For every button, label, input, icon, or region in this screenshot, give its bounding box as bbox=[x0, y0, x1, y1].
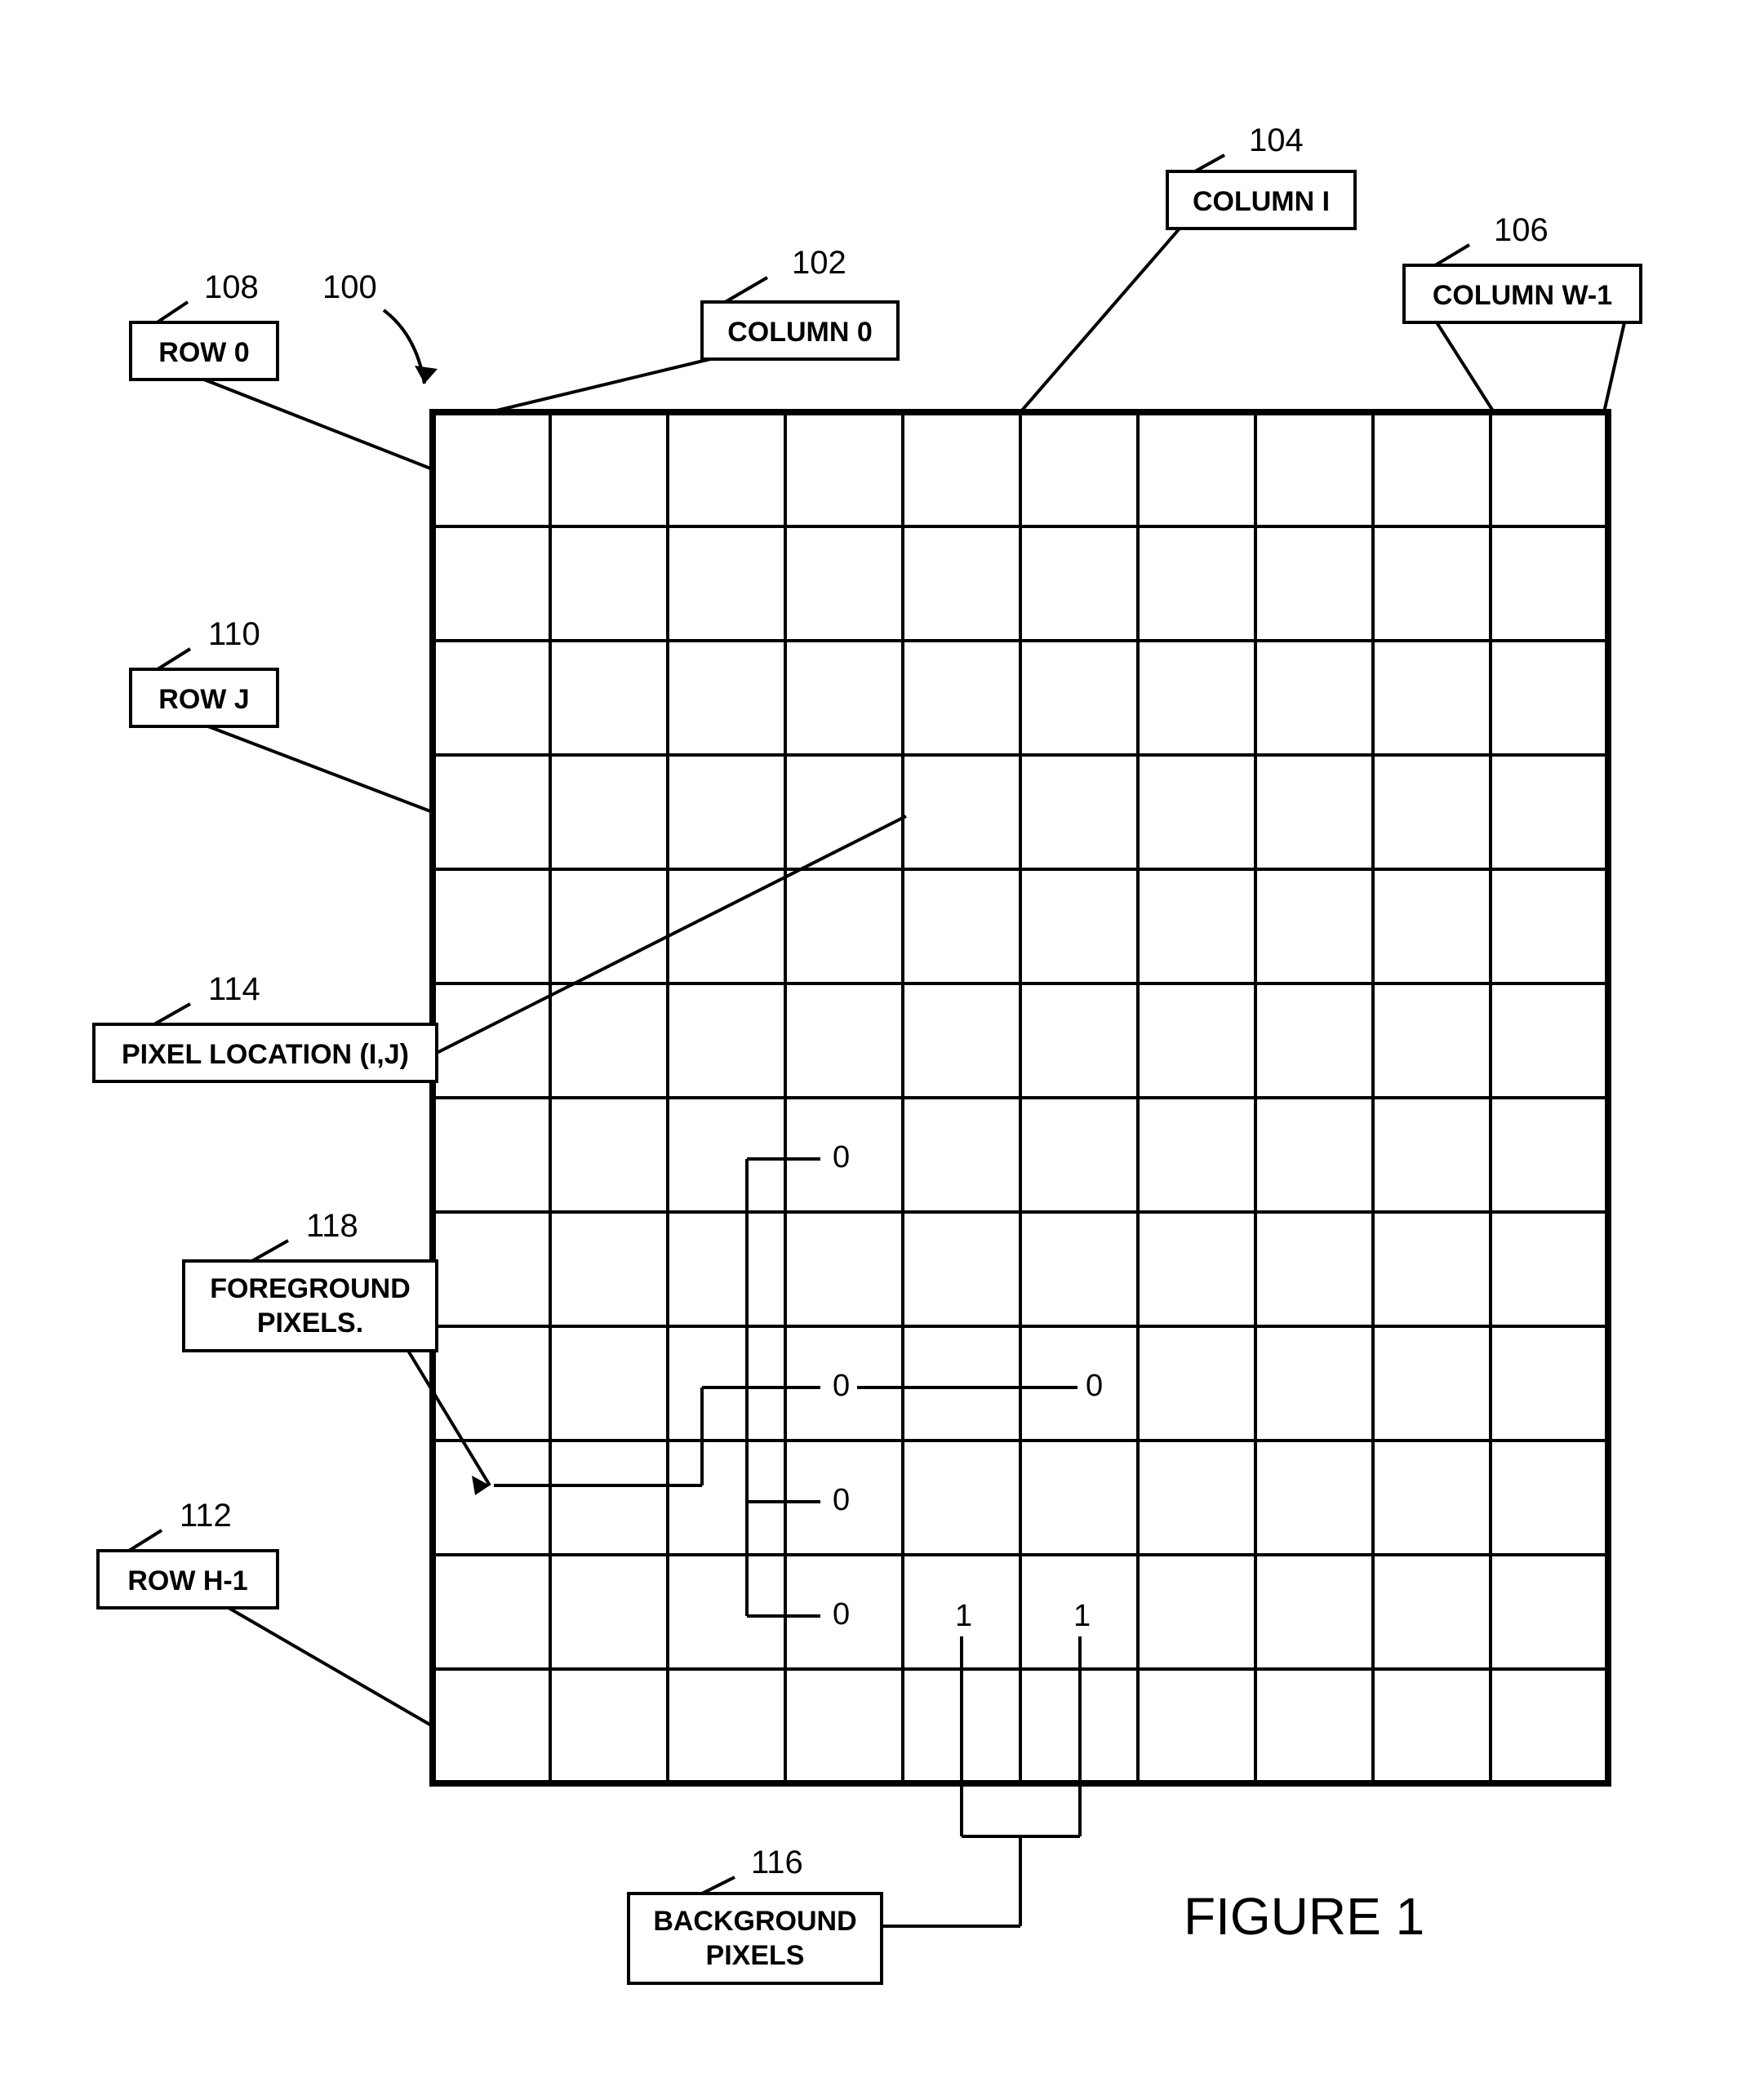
label-bg-line2: PIXELS bbox=[706, 1940, 805, 1971]
zero-0: 0 bbox=[833, 1140, 850, 1174]
ref-104: 104 bbox=[1249, 122, 1304, 158]
label-column-w1-text: COLUMN W-1 bbox=[1433, 280, 1612, 311]
ref-108: 108 bbox=[204, 269, 259, 305]
label-foreground-pixels: 118 FOREGROUND PIXELS. bbox=[184, 1208, 490, 1495]
ref-100: 100 bbox=[322, 269, 438, 384]
ref-110: 110 bbox=[208, 616, 260, 652]
zero-2: 0 bbox=[833, 1483, 850, 1517]
label-column-i: 104 COLUMN I bbox=[1020, 122, 1355, 412]
label-row-h1: 112 ROW H-1 bbox=[98, 1498, 433, 1726]
figure-1: 100 102 COLUMN 0 104 COLUMN I 106 COLUMN… bbox=[0, 0, 1764, 2100]
zero-3: 0 bbox=[833, 1597, 850, 1632]
ref-114: 114 bbox=[208, 971, 260, 1007]
ref-118: 118 bbox=[306, 1208, 358, 1244]
one-1: 1 bbox=[1073, 1599, 1091, 1633]
label-row-0-text: ROW 0 bbox=[158, 337, 249, 368]
label-fg-line2: PIXELS. bbox=[257, 1308, 363, 1339]
label-row-j-text: ROW J bbox=[158, 684, 249, 715]
label-row-j: 110 ROW J bbox=[131, 616, 433, 812]
label-column-0: 102 COLUMN 0 bbox=[490, 245, 898, 412]
label-fg-line1: FOREGROUND bbox=[210, 1273, 411, 1304]
ref-106: 106 bbox=[1494, 212, 1548, 248]
pixel-grid bbox=[433, 412, 1608, 1783]
zero-1: 0 bbox=[833, 1369, 850, 1403]
ref-100-text: 100 bbox=[322, 269, 377, 305]
svg-text:0: 0 bbox=[1086, 1369, 1103, 1403]
label-background-pixels: 116 BACKGROUND PIXELS bbox=[629, 1845, 882, 1983]
label-column-0-text: COLUMN 0 bbox=[727, 317, 873, 348]
ref-116: 116 bbox=[751, 1845, 803, 1880]
label-row-h1-text: ROW H-1 bbox=[127, 1565, 247, 1596]
label-pixel-location-text: PIXEL LOCATION (I,J) bbox=[122, 1039, 409, 1070]
background-ones: 1 1 bbox=[882, 1599, 1091, 1926]
one-0: 1 bbox=[955, 1599, 972, 1633]
label-column-w1: 106 COLUMN W-1 bbox=[1404, 212, 1641, 412]
label-row-0: 108 ROW 0 bbox=[131, 269, 433, 469]
ref-102: 102 bbox=[792, 245, 846, 281]
label-column-i-text: COLUMN I bbox=[1193, 186, 1330, 217]
label-bg-line1: BACKGROUND bbox=[653, 1906, 856, 1937]
foreground-zeros: 0 0 0 0 0 bbox=[494, 1140, 1103, 1632]
ref-112: 112 bbox=[180, 1498, 232, 1534]
figure-caption: FIGURE 1 bbox=[1184, 1887, 1424, 1946]
